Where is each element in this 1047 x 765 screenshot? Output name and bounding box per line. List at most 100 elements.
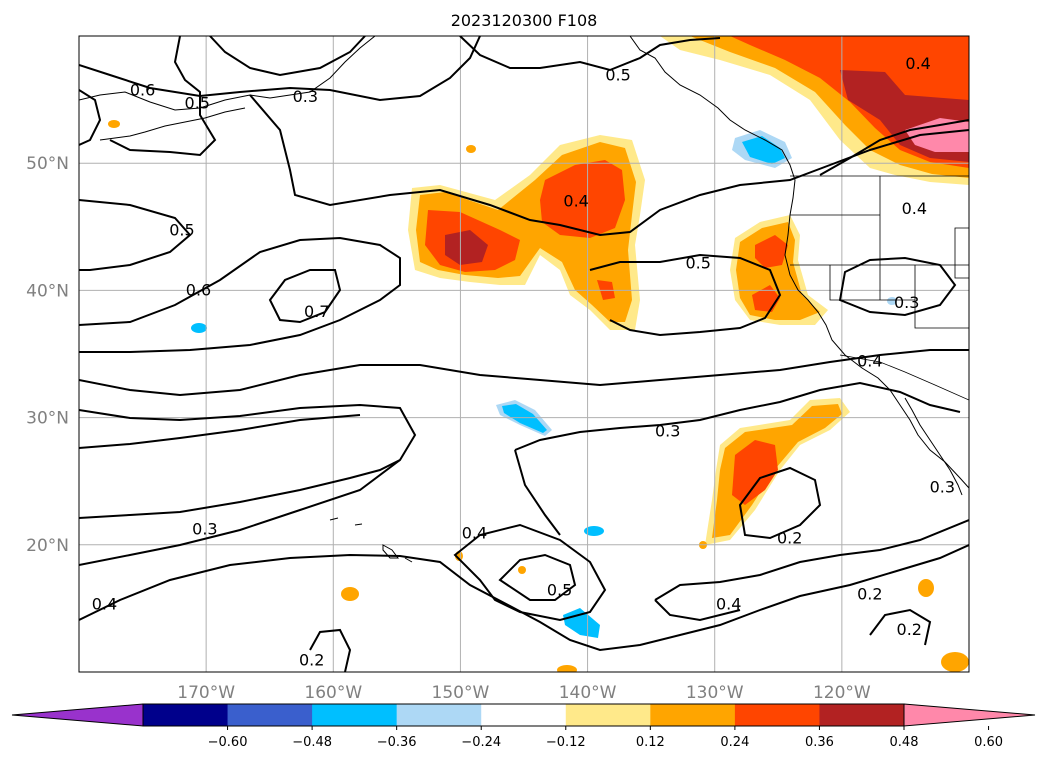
- colorbar-tick-label: 0.60: [974, 735, 1003, 750]
- contour-label: 0.4: [462, 523, 487, 542]
- colorbar-swatch: [312, 704, 398, 726]
- contour-line: [249, 94, 969, 237]
- contour-label: 0.2: [857, 584, 882, 603]
- contour-label: 0.3: [192, 520, 217, 539]
- contour-line: [819, 119, 969, 176]
- shade-region-central-darkred: [445, 230, 488, 265]
- colorbar-tick-label: −0.48: [292, 735, 332, 750]
- lon-tick-label: 120°W: [813, 683, 871, 703]
- contour-label: 0.6: [186, 280, 211, 299]
- lon-tick-label: 160°W: [304, 683, 362, 703]
- borders: [790, 175, 969, 401]
- shade-blob-2: [466, 145, 476, 153]
- colorbar-swatch: [227, 704, 313, 726]
- contour-label: 0.4: [857, 352, 882, 371]
- lon-tick-label: 150°W: [432, 683, 490, 703]
- contour-label: 0.3: [894, 293, 919, 312]
- latitude-labels: 20°N 30°N 40°N 50°N: [26, 154, 69, 556]
- contour-line: [79, 544, 969, 652]
- contour-line: [79, 459, 401, 566]
- contour-line: [514, 449, 561, 536]
- contour-line: [654, 599, 741, 622]
- contour-label: 0.3: [930, 478, 955, 497]
- contour-label: 0.7: [304, 302, 329, 321]
- colorbar-swatch: [481, 704, 567, 726]
- border-states: [790, 176, 969, 329]
- contour-line: [838, 256, 957, 317]
- contour-label: 0.5: [685, 254, 710, 273]
- lat-tick-label: 30°N: [26, 409, 69, 429]
- contour-line: [738, 466, 822, 540]
- contour-label: 0.4: [905, 54, 930, 73]
- contour-label: 0.4: [716, 595, 741, 614]
- contour-label: 0.6: [130, 81, 155, 100]
- shade-blob-4: [518, 566, 526, 574]
- contour-labels: 0.6 0.5 0.3 0.5 0.4 0.5 0.4 0.4 0.6 0.7 0.5 0.3 0.4 0…: [92, 54, 955, 670]
- shade-blob-8: [557, 665, 577, 672]
- shade-region-westcoast-red: [755, 235, 788, 268]
- shade-blob-1: [108, 120, 120, 128]
- longitude-labels: 170°W 160°W 150°W 140°W 130°W 120°W: [177, 683, 871, 703]
- coast-north-america: [629, 36, 969, 489]
- colorbar-swatch: [143, 704, 229, 726]
- colorbar-tick-label: 0.12: [636, 735, 665, 750]
- lat-tick-label: 40°N: [26, 281, 69, 301]
- shade-region-central-red2: [540, 160, 625, 238]
- contour-line: [459, 36, 721, 72]
- map-area: 0.6 0.5 0.3 0.5 0.4 0.5 0.4 0.4 0.6 0.7 0.5 0.3 0.4 0…: [79, 36, 969, 672]
- shade-neg-1-core: [502, 404, 547, 433]
- colorbar-swatch: [396, 704, 482, 726]
- contour-line: [209, 36, 366, 77]
- lon-tick-label: 170°W: [177, 683, 235, 703]
- contour-line: [79, 36, 481, 102]
- contours: [79, 36, 969, 672]
- shade-region-subtropical-red: [732, 440, 778, 505]
- colorbar-extend-high: [903, 703, 1036, 727]
- shade-neg-2-core: [742, 136, 785, 164]
- contour-line: [309, 628, 352, 672]
- shade-blob-6: [918, 579, 934, 597]
- contour-line: [79, 403, 417, 519]
- contour-line: [79, 414, 361, 449]
- lon-tick-label: 140°W: [559, 683, 617, 703]
- contour-label: 0.3: [293, 87, 318, 106]
- contour-line: [79, 199, 192, 271]
- contour-line: [79, 89, 102, 146]
- shade-neg-5: [191, 323, 207, 333]
- lat-tick-label: 20°N: [26, 536, 69, 556]
- contour-label: 0.2: [777, 528, 802, 547]
- coast-aleutians: [99, 107, 246, 141]
- colorbar-tick-label: −0.12: [546, 735, 586, 750]
- contour-line: [498, 553, 577, 601]
- coast-baja: [904, 397, 963, 496]
- contour-line: [109, 36, 217, 157]
- shade-neg-4: [584, 526, 604, 536]
- shade-blob-7: [941, 652, 969, 672]
- colorbar-tick-label: −0.60: [208, 735, 248, 750]
- colorbar-tick-label: −0.36: [377, 735, 417, 750]
- contour-label: 0.2: [299, 651, 324, 670]
- colorbar-swatch: [650, 704, 736, 726]
- contour-line: [589, 253, 782, 337]
- colorbar-frame: [142, 703, 905, 727]
- contour-label: 0.5: [547, 581, 572, 600]
- contour-line: [654, 519, 969, 601]
- shade-region-ne-pink: [905, 118, 969, 152]
- colorbar-swatch: [819, 704, 905, 726]
- lat-tick-label: 50°N: [26, 154, 69, 174]
- contour-label: 0.5: [605, 65, 630, 84]
- map-frame: [78, 35, 970, 673]
- shade-neg-6: [887, 297, 897, 305]
- contour-line: [79, 349, 969, 397]
- shade-neg-3: [563, 608, 600, 638]
- colorbar-tick-label: 0.48: [890, 735, 919, 750]
- contour-label: 0.4: [902, 199, 927, 218]
- colorbar-tick-label: 0.24: [720, 735, 749, 750]
- border-us-mexico: [839, 354, 969, 401]
- figure-title: 2023120300 F108: [451, 11, 598, 30]
- contour-line: [79, 236, 401, 353]
- colorbar-swatch: [565, 704, 651, 726]
- colorbar-tick-label: 0.36: [805, 735, 834, 750]
- contour-line: [514, 381, 961, 451]
